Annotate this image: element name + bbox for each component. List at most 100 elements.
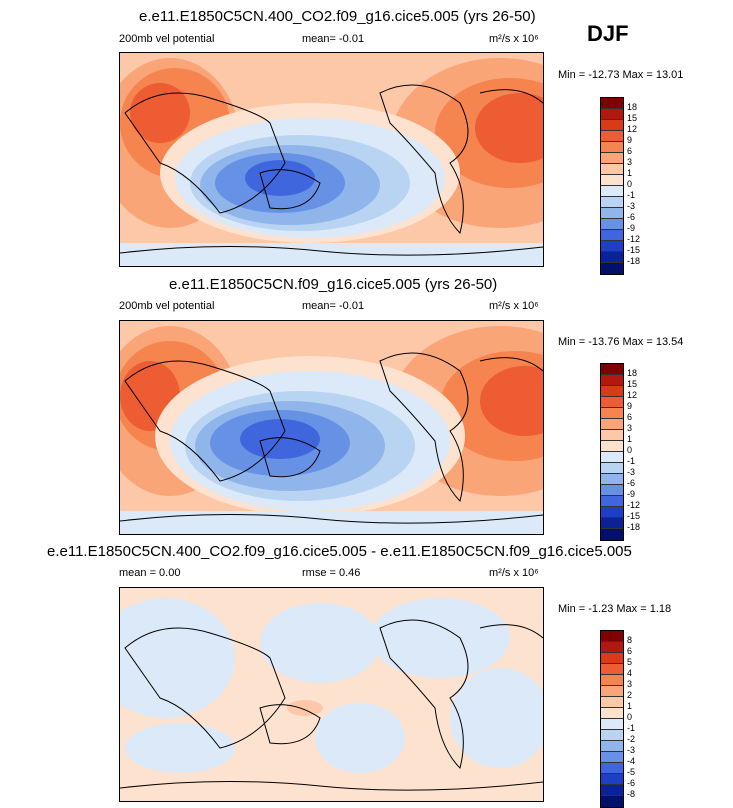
colorbar-cell [601, 496, 623, 507]
colorbar-label: 2 [627, 690, 633, 700]
colorbar-cell [601, 774, 623, 785]
colorbar-cell [601, 131, 623, 142]
colorbar-label: 12 [627, 390, 638, 400]
panel3-units: m²/s x 10⁶ [489, 567, 539, 579]
colorbar-cell [601, 730, 623, 741]
colorbar-cell [601, 507, 623, 518]
colorbar-label: 15 [627, 379, 638, 389]
colorbar-cell [601, 474, 623, 485]
colorbar-cell [601, 120, 623, 131]
colorbar-label: -2 [627, 734, 636, 744]
colorbar-label: 9 [627, 401, 633, 411]
colorbar-label: -6 [627, 212, 636, 222]
colorbar-label: 3 [627, 679, 633, 689]
colorbar-cell [601, 741, 623, 752]
panel2-map [119, 320, 544, 535]
colorbar-cell [601, 686, 623, 697]
colorbar-cell [601, 763, 623, 774]
colorbar-cell [601, 219, 623, 230]
colorbar-cell [601, 397, 623, 408]
colorbar-cell [601, 631, 623, 642]
panel3-map [119, 587, 544, 802]
colorbar-cell [601, 364, 623, 375]
panel2-minmax: Min = -13.76 Max = 13.54 [558, 336, 684, 348]
panel1-left-label: 200mb vel potential [119, 33, 215, 45]
colorbar-label: -1 [627, 456, 636, 466]
panel1-minmax: Min = -12.73 Max = 13.01 [558, 69, 684, 81]
colorbar-label: 3 [627, 157, 633, 167]
colorbar-label: -3 [627, 201, 636, 211]
panel2-mean: mean= -0.01 [302, 300, 365, 312]
colorbar-cell [601, 252, 623, 263]
colorbar-label: 0 [627, 179, 633, 189]
colorbar-label: -6 [627, 478, 636, 488]
colorbar-label: -18 [627, 256, 641, 266]
colorbar-label: 5 [627, 657, 633, 667]
colorbar-cell [601, 230, 623, 241]
colorbar-label: 4 [627, 668, 633, 678]
colorbar-cell [601, 263, 623, 274]
colorbar-cell [601, 241, 623, 252]
colorbar-label: 0 [627, 712, 633, 722]
panel2-title: e.e11.E1850C5CN.f09_g16.cice5.005 (yrs 2… [169, 276, 498, 293]
panel1-colorbar [600, 97, 624, 275]
colorbar-cell [601, 197, 623, 208]
colorbar-cell [601, 375, 623, 386]
colorbar-cell [601, 796, 623, 807]
panel1-mean: mean= -0.01 [302, 33, 365, 45]
colorbar-label: 6 [627, 146, 633, 156]
colorbar-cell [601, 430, 623, 441]
colorbar-cell [601, 463, 623, 474]
colorbar-label: 6 [627, 646, 633, 656]
colorbar-label: 0 [627, 445, 633, 455]
colorbar-cell [601, 785, 623, 796]
panel1-units: m²/s x 10⁶ [489, 33, 539, 45]
colorbar-cell [601, 719, 623, 730]
panel2-left-label: 200mb vel potential [119, 300, 215, 312]
panel3-minmax: Min = -1.23 Max = 1.18 [558, 603, 672, 615]
colorbar-cell [601, 752, 623, 763]
panel3-colorbar [600, 630, 624, 808]
colorbar-label: -3 [627, 467, 636, 477]
colorbar-cell [601, 452, 623, 463]
colorbar-label: -9 [627, 489, 636, 499]
panel3-rmse: rmse = 0.46 [302, 567, 361, 579]
colorbar-label: -5 [627, 767, 636, 777]
colorbar-cell [601, 386, 623, 397]
colorbar-label: -6 [627, 778, 636, 788]
colorbar-cell [601, 109, 623, 120]
colorbar-cell [601, 485, 623, 496]
panel1-title: e.e11.E1850C5CN.400_CO2.f09_g16.cice5.00… [139, 8, 536, 25]
colorbar-cell [601, 164, 623, 175]
colorbar-label: -1 [627, 190, 636, 200]
colorbar-label: -1 [627, 723, 636, 733]
colorbar-cell [601, 642, 623, 653]
colorbar-label: 15 [627, 113, 638, 123]
panel3-title: e.e11.E1850C5CN.400_CO2.f09_g16.cice5.00… [47, 543, 632, 560]
season-label: DJF [587, 21, 629, 46]
colorbar-cell [601, 675, 623, 686]
colorbar-cell [601, 419, 623, 430]
panel2-field [120, 321, 543, 534]
colorbar-label: -4 [627, 756, 636, 766]
colorbar-cell [601, 708, 623, 719]
panel1-map [119, 52, 544, 267]
colorbar-label: -18 [627, 522, 641, 532]
panel2-colorbar [600, 363, 624, 541]
colorbar-label: -12 [627, 234, 641, 244]
colorbar-cell [601, 186, 623, 197]
colorbar-cell [601, 408, 623, 419]
colorbar-cell [601, 697, 623, 708]
colorbar-cell [601, 208, 623, 219]
colorbar-label: -8 [627, 789, 636, 799]
colorbar-cell [601, 142, 623, 153]
colorbar-label: -9 [627, 223, 636, 233]
colorbar-label: 1 [627, 434, 633, 444]
colorbar-label: 1 [627, 168, 633, 178]
colorbar-cell [601, 153, 623, 164]
colorbar-label: 6 [627, 412, 633, 422]
colorbar-label: 8 [627, 635, 633, 645]
colorbar-cell [601, 653, 623, 664]
panel2-units: m²/s x 10⁶ [489, 300, 539, 312]
panel3-field [120, 588, 543, 801]
